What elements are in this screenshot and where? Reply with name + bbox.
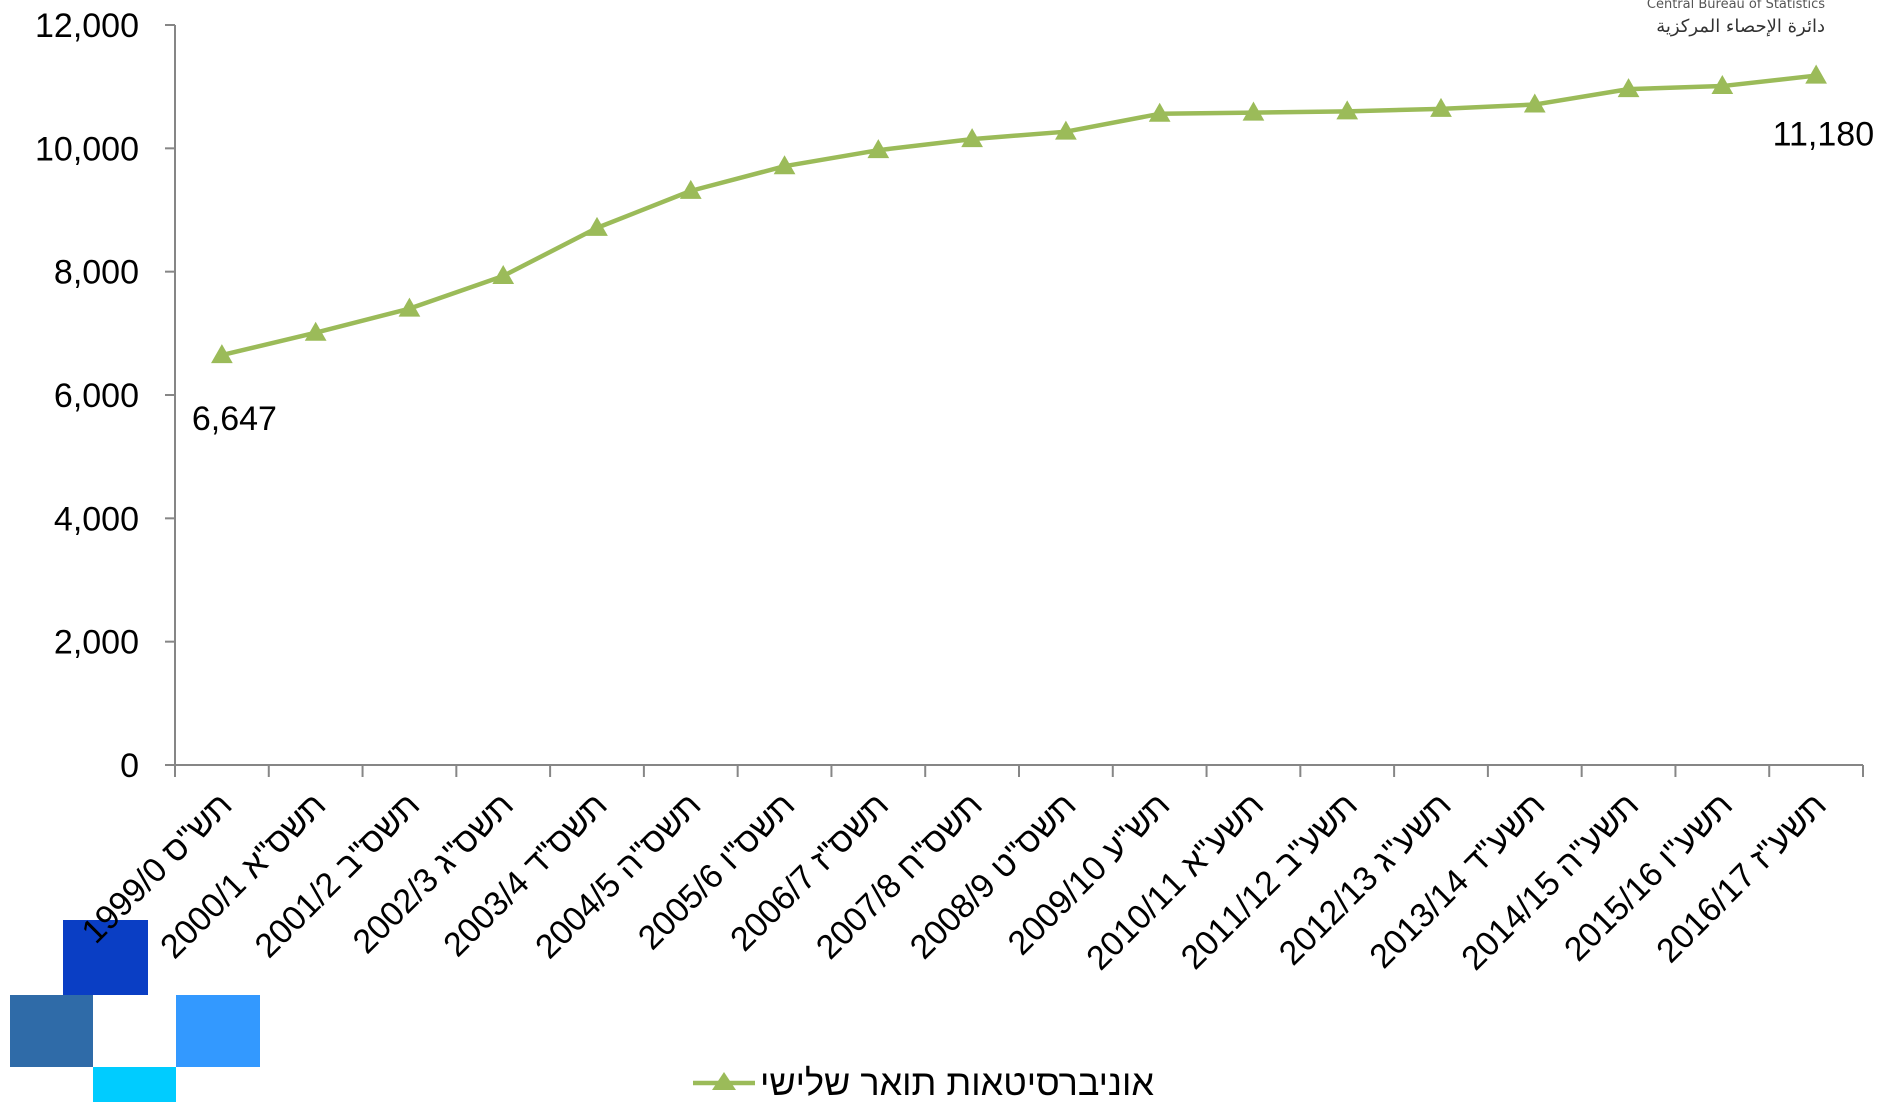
- cbs-logo-english: Central Bureau of Statistics: [1646, 0, 1825, 12]
- legend-label: אוניברסיטאות תואר שלישי: [760, 1062, 1154, 1102]
- data-point-marker: [1055, 120, 1077, 140]
- data-point-marker: [1242, 101, 1265, 121]
- x-tick-label: 2009/10 תש"ע: [1001, 786, 1178, 963]
- data-point-marker: [867, 139, 890, 159]
- x-tick-label: 2016/17 תשע"ז: [1649, 786, 1833, 970]
- y-tick-label: 12,000: [35, 7, 139, 45]
- y-tick-label: 4,000: [54, 500, 139, 538]
- y-tick-label: 2,000: [54, 624, 139, 662]
- data-point-marker: [773, 155, 796, 175]
- x-tick-label: 2001/2 תשס"ב: [248, 786, 427, 965]
- logo-square-cyan: [93, 1067, 176, 1102]
- y-axis-ticks: 0 2,000 4,000 6,000 8,000 10,000 12,000: [35, 7, 175, 785]
- data-label: 11,180: [1773, 116, 1874, 154]
- data-labels: 6,647 11,180: [192, 116, 1874, 439]
- logo-square-navy: [63, 920, 148, 995]
- data-point-marker: [1617, 78, 1640, 98]
- data-point-marker: [1711, 75, 1734, 95]
- series-layer: [211, 64, 1827, 364]
- series-line: [221, 73, 1817, 358]
- legend: אוניברסיטאות תואר שלישי: [693, 1062, 1154, 1102]
- data-point-marker: [211, 344, 233, 364]
- x-tick-label: 2004/5 תשס"ה: [528, 786, 708, 966]
- x-tick-label: 2002/3 תשס"ג: [346, 786, 521, 961]
- logo-square-steel: [10, 995, 93, 1067]
- cbs-logo: Central Bureau of Statistics دائرة الإحص…: [1647, 0, 1825, 38]
- data-point-marker: [961, 128, 983, 148]
- cbs-logo-arabic: دائرة الإحصاء المركزية: [1656, 16, 1825, 37]
- x-tick-label: 2012/13 תשע"ג: [1272, 786, 1459, 973]
- data-label: 6,647: [192, 400, 277, 438]
- y-tick-label: 10,000: [35, 130, 139, 168]
- x-tick-label: 2007/8 תשס"ח: [809, 786, 990, 967]
- data-point-marker: [1805, 64, 1827, 84]
- x-tick-label: 2000/1 תשס"א: [153, 786, 333, 966]
- x-tick-label: 2008/9 תשס"ט: [903, 786, 1084, 967]
- data-point-marker: [1523, 93, 1546, 113]
- y-tick-label: 6,000: [54, 377, 139, 415]
- data-point-marker: [492, 264, 515, 284]
- data-point-marker: [398, 297, 421, 317]
- data-point-marker: [1336, 100, 1359, 120]
- legend-marker: [712, 1072, 736, 1090]
- x-tick-label: 2003/4 תשס"ד: [436, 786, 614, 964]
- data-point-marker: [1430, 97, 1452, 117]
- logo-square-light: [176, 995, 260, 1067]
- data-point-marker: [1148, 102, 1171, 122]
- y-tick-label: 8,000: [54, 254, 139, 292]
- x-tick-label: 2015/16 תשע"ו: [1557, 786, 1740, 969]
- data-point-marker: [586, 216, 608, 236]
- data-point-marker: [304, 321, 327, 341]
- data-point-marker: [679, 179, 702, 199]
- y-tick-label: 0: [120, 747, 139, 785]
